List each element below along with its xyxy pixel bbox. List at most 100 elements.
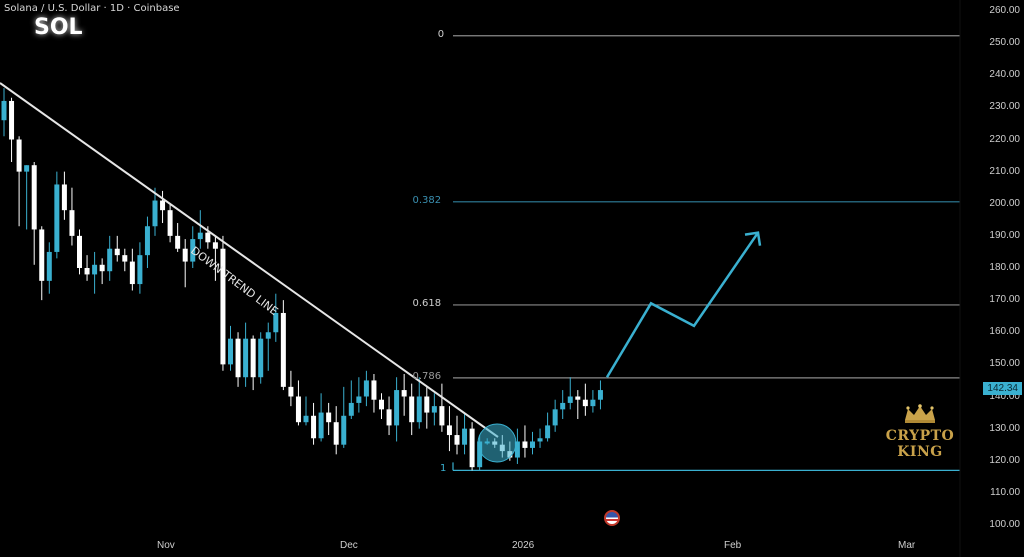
candle	[416, 396, 422, 423]
breakout-circle	[477, 423, 517, 463]
candle	[122, 255, 128, 262]
candle	[16, 139, 22, 172]
fib-level-label: 0.382	[412, 194, 442, 206]
candle	[61, 184, 67, 211]
candle	[220, 248, 226, 365]
candle	[24, 165, 30, 172]
fib-level-label: 0.618	[412, 297, 442, 309]
candle	[265, 332, 271, 339]
candle	[46, 251, 52, 281]
candle	[107, 248, 113, 272]
candle	[9, 100, 15, 140]
candle	[424, 396, 430, 413]
candle	[243, 338, 249, 378]
candle	[99, 264, 105, 272]
symbol-info: Solana / U.S. Dollar · 1D · Coinbase	[4, 3, 180, 14]
price-axis-label: 110.00	[990, 486, 1020, 498]
ticker-title: SOL	[34, 15, 83, 40]
price-axis-label: 210.00	[989, 165, 1020, 177]
candle	[552, 409, 558, 426]
candle	[311, 415, 317, 439]
candle	[431, 406, 437, 413]
fib-level-label: 0	[437, 28, 445, 40]
candle	[31, 165, 37, 230]
candle	[182, 248, 188, 262]
candle	[303, 415, 309, 423]
candle	[77, 235, 82, 268]
candle	[273, 312, 279, 333]
time-axis-label: Mar	[898, 540, 916, 551]
candle	[288, 386, 294, 397]
candle	[295, 396, 301, 423]
candle	[356, 396, 362, 403]
candle	[167, 210, 173, 236]
price-axis-label: 130.00	[989, 422, 1020, 434]
candle	[379, 399, 384, 410]
candle	[530, 441, 535, 448]
price-axis-label: 170.00	[989, 294, 1020, 306]
candle	[175, 235, 181, 249]
arrowhead-icon	[744, 231, 762, 246]
candle	[522, 441, 528, 448]
candle	[280, 312, 286, 387]
candle	[439, 406, 445, 426]
candle	[477, 441, 483, 468]
candle	[258, 338, 264, 378]
candle	[454, 435, 460, 445]
fib-level-label: 1	[440, 463, 447, 475]
candle	[326, 412, 332, 423]
candle	[597, 390, 603, 400]
price-axis-label: 190.00	[989, 229, 1020, 241]
fib-level-label: 0.786	[412, 370, 442, 382]
price-axis-label: 150.00	[989, 358, 1020, 370]
price-axis-label: 230.00	[989, 101, 1020, 113]
price-axis-label: 250.00	[989, 37, 1020, 49]
candle	[582, 399, 588, 407]
candle	[537, 438, 543, 442]
candle	[92, 264, 98, 275]
candle	[348, 402, 354, 416]
time-axis-label: Feb	[724, 540, 742, 551]
candle	[84, 268, 90, 275]
candle	[235, 338, 241, 378]
price-axis-label: 200.00	[989, 197, 1020, 209]
price-axis-label: 100.00	[989, 519, 1020, 530]
candle	[394, 390, 400, 426]
candle	[575, 396, 581, 400]
candle	[39, 229, 45, 281]
candle	[205, 232, 211, 243]
price-axis-label: 220.00	[989, 133, 1020, 145]
projection-arrow[interactable]	[605, 231, 760, 378]
candle	[160, 200, 166, 211]
us-flag-event-icon[interactable]	[604, 510, 620, 526]
price-axis-label: 120.00	[989, 454, 1020, 466]
crown-icon	[905, 404, 935, 423]
logo-text-line1: CRYPTO	[885, 428, 955, 444]
candle	[250, 338, 256, 378]
candle	[144, 226, 150, 256]
candle	[371, 380, 377, 400]
candle	[560, 402, 566, 410]
candle	[190, 239, 196, 262]
fibonacci-levels	[452, 35, 960, 471]
candle	[386, 409, 392, 426]
candlesticks	[1, 88, 603, 471]
candle	[469, 428, 475, 468]
logo-text-line2: KING	[897, 444, 943, 460]
candle	[114, 248, 120, 256]
candle	[69, 210, 75, 236]
candle	[462, 428, 468, 445]
price-axis-label: 180.00	[989, 262, 1020, 273]
candle	[197, 232, 203, 240]
candle	[318, 412, 324, 439]
candle	[446, 425, 452, 436]
time-axis-label: Dec	[340, 540, 358, 551]
candle	[212, 242, 218, 249]
candle	[129, 261, 135, 285]
current-price-tag: 142.34	[983, 382, 1022, 395]
candle	[401, 390, 407, 397]
candle	[590, 399, 596, 407]
candle	[514, 441, 520, 458]
down-trend-line[interactable]	[0, 82, 499, 438]
